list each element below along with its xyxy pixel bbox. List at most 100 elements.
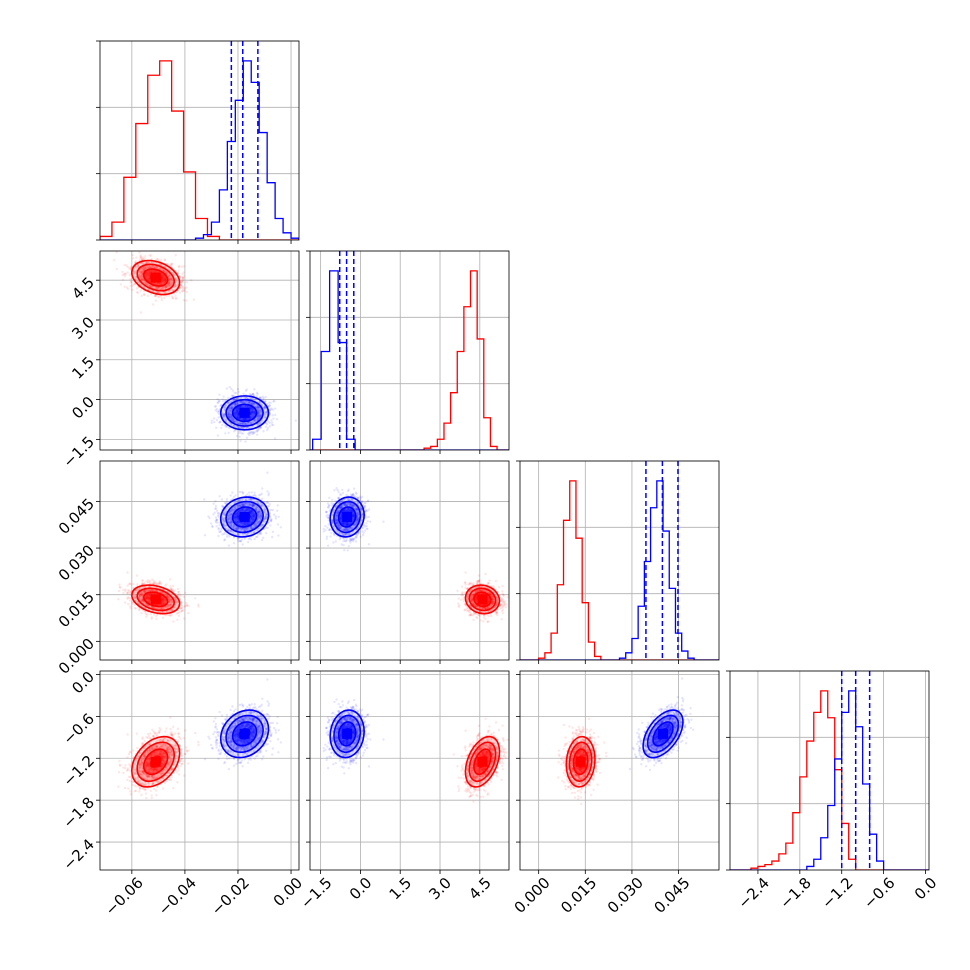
sample-point	[145, 596, 148, 600]
sample-point	[148, 280, 152, 283]
sample-point	[180, 276, 184, 279]
sample-point	[147, 277, 150, 280]
sample-point	[256, 430, 259, 433]
sample-point	[214, 409, 217, 412]
sample-point	[127, 583, 131, 586]
sample-point	[148, 594, 151, 598]
sample-point	[229, 515, 232, 518]
sample-point	[256, 512, 260, 516]
sample-point	[181, 273, 184, 276]
sample-point	[173, 285, 176, 288]
sample-point	[253, 418, 257, 422]
sample-point	[249, 504, 252, 507]
sample-point	[145, 274, 149, 278]
sample-point	[146, 589, 149, 592]
sample-point	[169, 263, 172, 267]
sample-point	[133, 591, 137, 594]
sample-point	[219, 529, 222, 532]
sample-point	[167, 604, 170, 607]
sample-point	[141, 598, 144, 602]
sample-point	[237, 407, 240, 411]
sample-point	[272, 513, 276, 516]
sample-point	[230, 406, 233, 409]
sample-point	[145, 594, 148, 598]
sample-point	[174, 294, 177, 298]
sample-point	[143, 267, 147, 270]
sample-point	[161, 280, 165, 283]
sample-point	[253, 505, 256, 509]
sample-point	[138, 258, 141, 262]
sample-point	[240, 418, 244, 421]
sample-point	[122, 272, 126, 276]
sample-point	[240, 421, 244, 425]
sample-point	[146, 273, 149, 277]
sample-point	[126, 271, 129, 274]
sample-point	[269, 519, 273, 522]
sample-point	[167, 597, 170, 600]
sample-point	[148, 579, 152, 582]
sample-point	[163, 278, 166, 281]
sample-point	[115, 251, 119, 254]
sample-point	[266, 471, 269, 474]
sample-point	[256, 535, 259, 538]
sample-point	[252, 519, 255, 522]
sample-point	[147, 277, 150, 280]
sample-point	[252, 401, 255, 405]
sample-point	[154, 270, 157, 273]
sample-point	[235, 410, 238, 413]
sample-point	[155, 282, 158, 285]
sample-point	[145, 597, 149, 600]
sample-point	[240, 405, 244, 409]
sample-point	[277, 515, 280, 518]
sample-point	[146, 261, 149, 264]
sample-point	[118, 583, 121, 586]
sample-point	[239, 521, 242, 524]
sample-point	[226, 506, 229, 509]
sample-point	[249, 393, 253, 397]
sample-point	[156, 266, 159, 269]
sample-point	[168, 278, 171, 281]
sample-point	[257, 405, 260, 408]
sample-point	[161, 278, 164, 282]
sample-point	[170, 600, 173, 604]
sample-point	[143, 266, 146, 269]
sample-point	[228, 406, 231, 410]
sample-point	[252, 410, 256, 413]
sample-point	[249, 401, 252, 404]
sample-point	[185, 604, 189, 607]
sample-point	[147, 596, 150, 599]
sample-point	[246, 493, 249, 496]
sample-point	[257, 512, 260, 516]
sample-point	[248, 417, 251, 420]
sample-point	[214, 507, 217, 511]
sample-point	[148, 594, 152, 597]
sample-point	[181, 285, 184, 288]
sample-point	[160, 298, 163, 302]
sample-point	[241, 502, 245, 505]
sample-point	[160, 280, 164, 284]
sample-point	[226, 413, 230, 416]
sample-point	[159, 581, 162, 584]
sample-point	[147, 597, 150, 600]
sample-point	[166, 595, 169, 599]
sample-point	[148, 271, 152, 275]
sample-point	[249, 407, 252, 410]
sample-point	[144, 265, 148, 268]
sample-point	[167, 274, 171, 278]
sample-point	[152, 606, 156, 609]
sample-point	[145, 594, 148, 598]
sample-point	[159, 282, 162, 285]
sample-point	[249, 518, 252, 522]
sample-point	[150, 266, 153, 269]
sample-point	[230, 413, 233, 417]
sample-point	[149, 270, 152, 273]
sample-point	[239, 439, 242, 443]
sample-point	[249, 416, 253, 419]
sample-point	[222, 519, 226, 523]
sample-point	[168, 613, 171, 617]
sample-point	[141, 582, 144, 585]
sample-point	[251, 401, 254, 405]
sample-point	[161, 591, 164, 594]
sample-point	[256, 405, 259, 409]
sample-point	[181, 289, 184, 293]
